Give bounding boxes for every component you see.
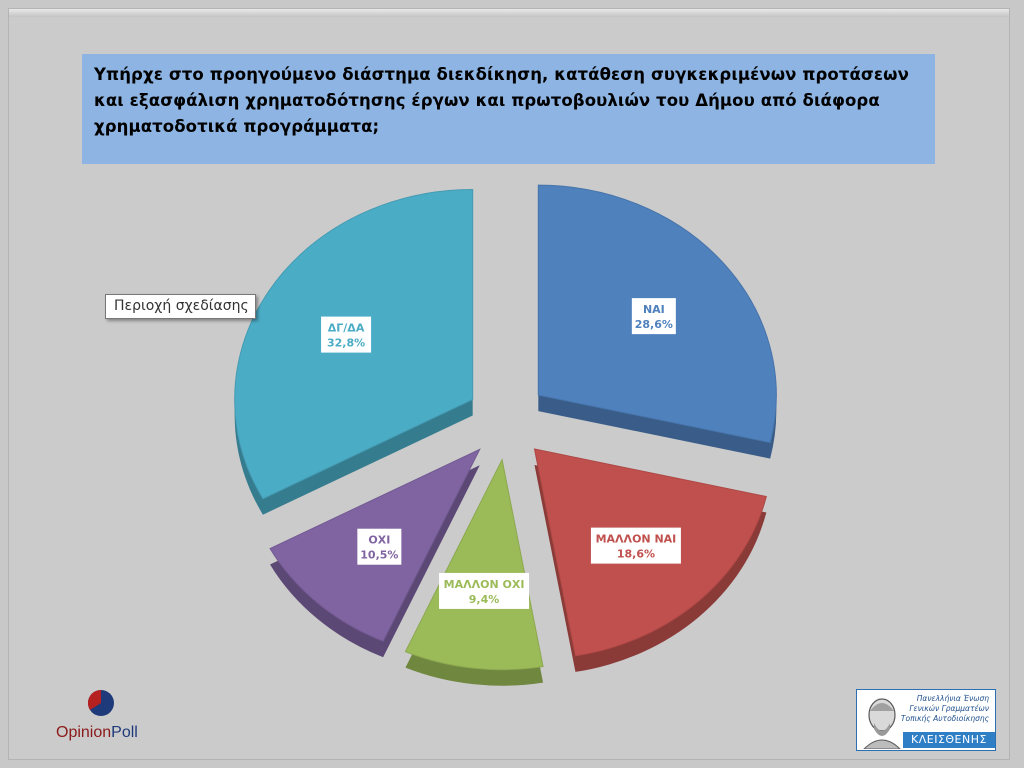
pie-slice-top-2 <box>404 458 544 671</box>
pie-label-category-4: ΔΓ/ΔΑ <box>328 322 365 335</box>
logo-line-3: Τοπικής Αυτοδιοίκησης <box>900 714 989 723</box>
pie-label-category-2: ΜΑΛΛΟΝ ΟΧΙ <box>444 578 525 591</box>
pie-label-category-1: ΜΑΛΛΟΝ ΝΑΙ <box>596 533 677 546</box>
question-title-box: Υπήρχε στο προηγούμενο διάστημα διεκδίκη… <box>82 54 935 164</box>
kleisthenis-logo: Πανελλήνια Ένωση Γενικών Γραμματέων Τοπι… <box>856 689 996 751</box>
pie-label-value-3: 10,5% <box>360 549 398 562</box>
pie-label-box-2 <box>439 572 530 609</box>
pie-label-value-0: 28,6% <box>635 318 673 331</box>
pie-label-category-3: ΟΧΙ <box>368 534 390 547</box>
question-title: Υπήρχε στο προηγούμενο διάστημα διεκδίκη… <box>94 65 909 136</box>
pie-label-0: ΝΑΙ 28,6% <box>631 298 676 335</box>
pie-label-value-2: 9,4% <box>469 593 500 606</box>
pie-label-box-3 <box>357 528 402 565</box>
pie-label-2: ΜΑΛΛΟΝ ΟΧΙ 9,4% <box>439 572 530 609</box>
pie-label-1: ΜΑΛΛΟΝ ΝΑΙ 18,6% <box>590 527 681 564</box>
pie-label-box-0 <box>631 298 676 335</box>
pie-label-box-1 <box>590 527 681 564</box>
pie-label-category-0: ΝΑΙ <box>643 303 665 316</box>
slide-top-bar <box>9 9 1009 17</box>
brand-opinion: Opinion <box>56 724 112 741</box>
opinionpoll-brand: OpinionPoll <box>56 724 138 742</box>
pie-label-value-4: 32,8% <box>327 337 365 350</box>
logo-line-2: Γενικών Γραμματέων <box>909 704 989 713</box>
pie-label-3: ΟΧΙ 10,5% <box>357 528 402 565</box>
logo-name: ΚΛΕΙΣΘΕΝΗΣ <box>903 732 995 748</box>
logo-line-1: Πανελλήνια Ένωση <box>916 694 989 703</box>
pie-label-4: ΔΓ/ΔΑ 32,8% <box>321 316 372 353</box>
bust-icon <box>863 698 901 749</box>
opinionpoll-logo-icon <box>87 689 114 716</box>
brand-poll: Poll <box>111 724 138 741</box>
pie-label-box-4 <box>321 316 372 353</box>
plot-area-tooltip: Περιοχή σχεδίασης <box>105 294 256 319</box>
pie-label-value-1: 18,6% <box>617 548 655 561</box>
